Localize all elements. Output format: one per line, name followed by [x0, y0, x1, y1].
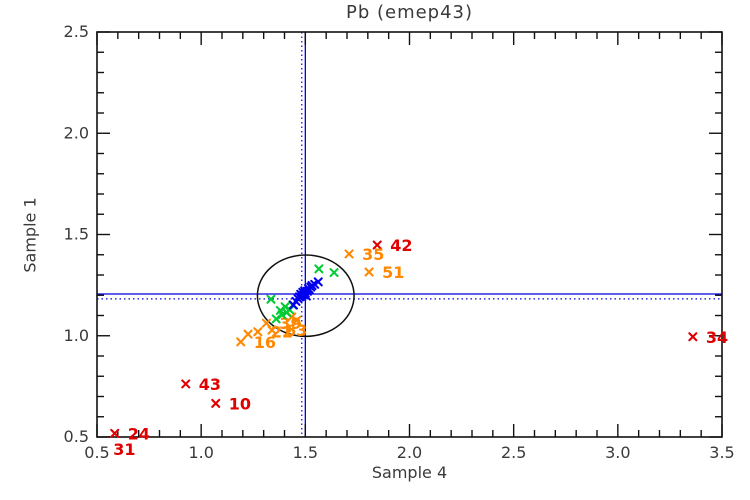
y-tick-label: 1.0	[64, 326, 89, 345]
chart-title: Pb (emep43)	[345, 2, 474, 23]
x-tick-label: 0.5	[84, 443, 109, 462]
x-tick-label: 2.5	[501, 443, 526, 462]
data-point-marker	[372, 240, 382, 250]
data-point-marker	[236, 337, 246, 347]
data-point-marker	[364, 267, 374, 277]
data-point-marker	[292, 315, 302, 325]
x-axis-label: Sample 4	[371, 463, 448, 482]
y-tick-label: 1.5	[64, 225, 89, 244]
data-point-marker	[261, 318, 271, 328]
data-point-marker	[688, 332, 698, 342]
y-tick-label: 0.5	[64, 427, 89, 446]
data-point-marker	[253, 327, 263, 337]
y-tick-label: 2.5	[64, 22, 89, 41]
point-label: 16	[254, 333, 276, 352]
data-point-marker	[314, 264, 324, 274]
point-label: 51	[382, 263, 404, 282]
data-point-marker	[243, 329, 253, 339]
point-label: 31	[113, 440, 135, 459]
point-label: 63	[285, 321, 307, 340]
x-tick-label: 3.5	[709, 443, 734, 462]
point-label: 35	[362, 245, 384, 264]
data-point-marker	[344, 249, 354, 259]
x-tick-label: 3.0	[605, 443, 630, 462]
x-tick-label: 1.5	[293, 443, 318, 462]
data-point-marker	[282, 307, 292, 318]
point-label: 10	[229, 394, 251, 413]
point-label: 43	[199, 375, 221, 394]
point-label: 24	[128, 424, 150, 443]
y-axis-label: Sample 1	[20, 197, 40, 273]
data-point-marker	[277, 310, 287, 320]
data-point-marker	[181, 379, 191, 389]
x-tick-label: 1.0	[188, 443, 213, 462]
data-point-marker	[313, 277, 323, 287]
point-label: 22	[271, 323, 293, 342]
x-tick-label: 2.0	[397, 443, 422, 462]
plot-frame	[96, 31, 723, 438]
point-label: 42	[390, 236, 412, 255]
data-point-marker	[267, 325, 277, 335]
data-point-marker	[211, 398, 221, 408]
data-point-marker	[329, 268, 339, 278]
point-label: 34	[706, 328, 728, 347]
data-point-marker	[271, 314, 281, 324]
data-point-marker	[266, 294, 276, 304]
cluster-ellipse	[256, 254, 355, 338]
y-tick-label: 2.0	[64, 123, 89, 142]
data-point-marker	[110, 428, 120, 438]
